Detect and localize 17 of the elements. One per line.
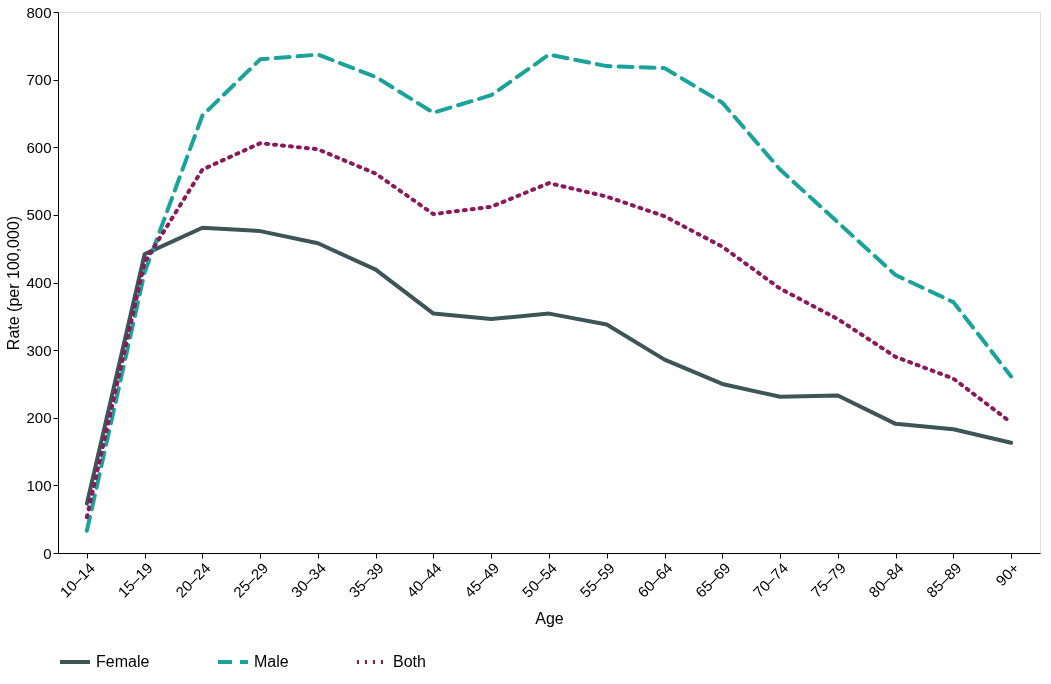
- y-tick-label: 400: [26, 274, 52, 291]
- legend-label: Both: [393, 653, 426, 670]
- y-tick-label: 0: [43, 544, 52, 562]
- y-tick-label: 800: [26, 3, 52, 21]
- y-tick-label: 100: [26, 476, 52, 494]
- legend-label: Male: [254, 653, 289, 670]
- y-tick-label: 300: [26, 341, 52, 359]
- x-axis-title: Age: [535, 609, 564, 627]
- y-tick-label: 200: [26, 409, 52, 427]
- y-tick-label: 500: [26, 206, 52, 224]
- y-tick-label: 700: [26, 71, 52, 89]
- y-axis-title: Rate (per 100,000): [5, 215, 23, 351]
- line-series: [84, 52, 1014, 533]
- line-series: [84, 225, 1014, 506]
- x-tick-label: 90+: [992, 558, 1023, 590]
- legend-label: Female: [96, 653, 150, 670]
- y-tick-label: 600: [26, 138, 52, 156]
